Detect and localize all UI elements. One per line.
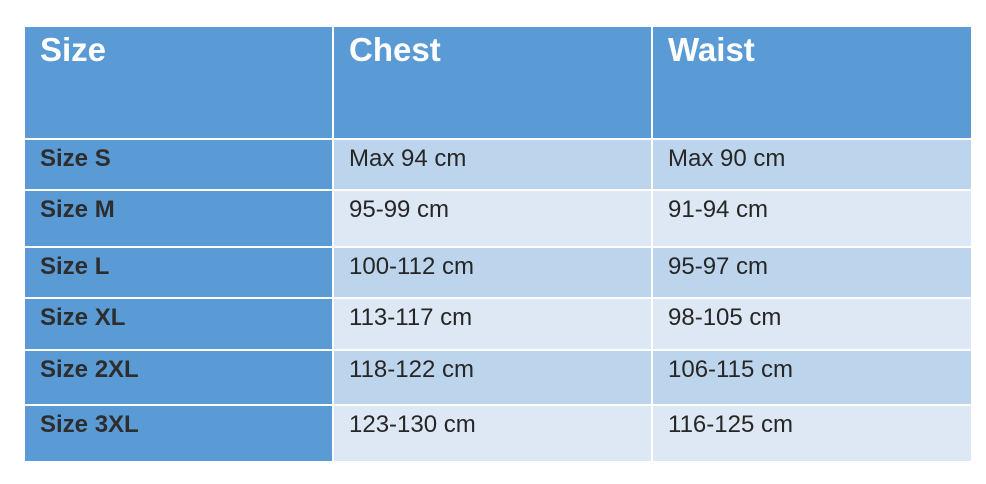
waist-cell: 91-94 cm bbox=[651, 189, 971, 248]
table-row: Size 3XL 123-130 cm 116-125 cm bbox=[25, 404, 971, 463]
header-waist: Waist bbox=[651, 27, 971, 140]
chest-cell: 95-99 cm bbox=[332, 189, 653, 248]
size-cell: Size S bbox=[25, 138, 334, 191]
header-row: Size Chest Waist bbox=[25, 27, 971, 140]
chest-cell: 118-122 cm bbox=[332, 349, 653, 406]
header-size: Size bbox=[25, 27, 334, 140]
chest-cell: 123-130 cm bbox=[332, 404, 653, 463]
table-row: Size L 100-112 cm 95-97 cm bbox=[25, 246, 971, 299]
chest-cell: 100-112 cm bbox=[332, 246, 653, 299]
waist-cell: 106-115 cm bbox=[651, 349, 971, 406]
size-cell: Size L bbox=[25, 246, 334, 299]
size-cell: Size 2XL bbox=[25, 349, 334, 406]
size-cell: Size XL bbox=[25, 297, 334, 351]
table-row: Size M 95-99 cm 91-94 cm bbox=[25, 189, 971, 248]
waist-cell: 98-105 cm bbox=[651, 297, 971, 351]
size-cell: Size M bbox=[25, 189, 334, 248]
header-chest: Chest bbox=[332, 27, 653, 140]
size-cell: Size 3XL bbox=[25, 404, 334, 463]
chest-cell: Max 94 cm bbox=[332, 138, 653, 191]
table-row: Size 2XL 118-122 cm 106-115 cm bbox=[25, 349, 971, 406]
chest-cell: 113-117 cm bbox=[332, 297, 653, 351]
table-row: Size XL 113-117 cm 98-105 cm bbox=[25, 297, 971, 351]
waist-cell: Max 90 cm bbox=[651, 138, 971, 191]
size-chart-table: Size Chest Waist Size S Max 94 cm Max 90 c… bbox=[25, 27, 971, 463]
waist-cell: 95-97 cm bbox=[651, 246, 971, 299]
waist-cell: 116-125 cm bbox=[651, 404, 971, 463]
table-row: Size S Max 94 cm Max 90 cm bbox=[25, 138, 971, 191]
